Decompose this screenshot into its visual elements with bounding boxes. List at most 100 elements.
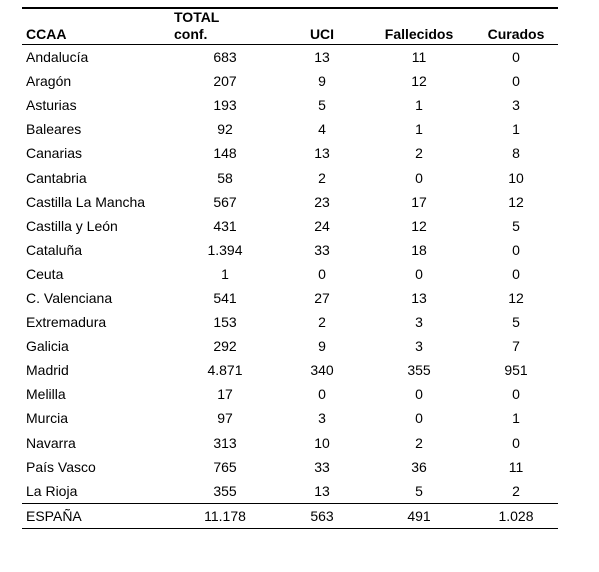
cell-confirmed: 148 (213, 145, 237, 162)
cell-region: Murcia (26, 410, 69, 427)
table-row: Madrid 4.871 340 355 951 (22, 358, 558, 382)
cell-confirmed: 683 (213, 49, 237, 66)
cell-fallecidos: 3 (415, 314, 423, 331)
cell-region: Castilla y León (26, 217, 118, 234)
cell-fallecidos: 17 (411, 193, 427, 210)
cell-curados: 11 (508, 458, 524, 475)
cell-curados: 5 (512, 314, 520, 331)
cell-uci: 33 (314, 458, 330, 475)
table-row: Aragón 207 9 12 0 (22, 69, 558, 93)
cell-confirmed: 207 (213, 73, 237, 90)
cell-curados: 0 (512, 241, 520, 258)
cell-fallecidos: 13 (411, 289, 427, 306)
cell-curados: 12 (508, 193, 524, 210)
cell-confirmed: 431 (213, 217, 237, 234)
cell-curados: 0 (512, 73, 520, 90)
table-footer: ESPAÑA 11.178 563 491 1.028 (22, 502, 558, 529)
cell-uci: 4 (318, 121, 326, 138)
cell-confirmed: 541 (213, 289, 237, 306)
cell-region: Extremadura (26, 314, 107, 331)
table-row: Castilla La Mancha 567 23 17 12 (22, 190, 558, 214)
cell-confirmed: 1 (221, 265, 229, 282)
cell-curados: 0 (512, 49, 520, 66)
cell-region: Melilla (26, 386, 66, 403)
cell-curados: 951 (504, 362, 528, 379)
table-row: Baleares 92 4 1 1 (22, 117, 558, 141)
cell-uci: 2 (318, 314, 326, 331)
cell-fallecidos: 0 (415, 386, 423, 403)
header-curados: Curados (474, 8, 558, 45)
table-body: Andalucía 683 13 11 0 Aragón 207 9 12 0 Asturias 19… (22, 45, 558, 504)
table-row: Andalucía 683 13 11 0 (22, 45, 558, 70)
cell-curados: 12 (508, 289, 524, 306)
cell-region: Cataluña (26, 241, 83, 258)
table-row: País Vasco 765 33 36 11 (22, 455, 558, 479)
header-total-line2: conf. (174, 26, 208, 42)
total-fallecidos: 491 (364, 502, 474, 529)
cell-curados: 7 (512, 338, 520, 355)
cell-confirmed: 92 (217, 121, 233, 138)
cell-curados: 1 (512, 410, 520, 427)
total-region: ESPAÑA (22, 502, 170, 529)
total-confirmed: 11.178 (170, 502, 280, 529)
cell-fallecidos: 18 (411, 241, 427, 258)
cell-fallecidos: 5 (415, 482, 423, 499)
cell-fallecidos: 11 (411, 49, 427, 66)
cell-confirmed: 567 (213, 193, 237, 210)
cell-uci: 23 (314, 193, 330, 210)
cell-uci: 27 (314, 289, 330, 306)
cell-curados: 0 (512, 386, 520, 403)
cell-curados: 5 (512, 217, 520, 234)
cell-region: Baleares (26, 121, 82, 138)
cell-confirmed: 97 (217, 410, 233, 427)
cell-uci: 13 (314, 49, 330, 66)
cell-region: Madrid (26, 362, 69, 379)
cell-confirmed: 313 (213, 434, 237, 451)
cell-uci: 0 (318, 386, 326, 403)
table-row: Melilla 17 0 0 0 (22, 382, 558, 406)
cell-fallecidos: 2 (415, 434, 423, 451)
table-row: Murcia 97 3 0 1 (22, 406, 558, 430)
cell-uci: 9 (318, 73, 326, 90)
cell-uci: 2 (318, 169, 326, 186)
top-rule (22, 7, 558, 9)
cell-fallecidos: 36 (411, 458, 427, 475)
cell-confirmed: 4.871 (207, 362, 243, 379)
cell-confirmed: 292 (213, 338, 237, 355)
cell-fallecidos: 355 (407, 362, 431, 379)
total-uci: 563 (280, 502, 364, 529)
cell-fallecidos: 1 (415, 121, 423, 138)
header-fallecidos: Fallecidos (364, 8, 474, 45)
total-row: ESPAÑA 11.178 563 491 1.028 (22, 502, 558, 529)
cell-fallecidos: 12 (411, 217, 427, 234)
cell-curados: 0 (512, 434, 520, 451)
cell-fallecidos: 0 (415, 410, 423, 427)
header-uci: UCI (280, 8, 364, 45)
cell-region: Aragón (26, 73, 72, 90)
cell-region: País Vasco (26, 458, 96, 475)
cell-curados: 3 (512, 97, 520, 114)
cell-region: Galicia (26, 338, 69, 355)
cell-confirmed: 58 (217, 169, 233, 186)
cell-region: Castilla La Mancha (26, 193, 146, 210)
cell-uci: 3 (318, 410, 326, 427)
ccaa-data-table: CCAA TOTAL conf. UCI Fallecidos Curados … (22, 7, 558, 529)
cell-region: Asturias (26, 97, 77, 114)
cell-fallecidos: 0 (415, 169, 423, 186)
table-row: Asturias 193 5 1 3 (22, 93, 558, 117)
cell-confirmed: 355 (213, 482, 237, 499)
cell-uci: 13 (314, 482, 330, 499)
cell-uci: 0 (318, 265, 326, 282)
cell-fallecidos: 2 (415, 145, 423, 162)
table-row: Cantabria 58 2 0 10 (22, 165, 558, 189)
cell-uci: 24 (314, 217, 330, 234)
header-total-conf: TOTAL conf. (170, 8, 280, 45)
cell-confirmed: 1.394 (207, 241, 243, 258)
cell-confirmed: 153 (213, 314, 237, 331)
cell-curados: 0 (512, 265, 520, 282)
cell-region: Cantabria (26, 169, 87, 186)
table-row: C. Valenciana 541 27 13 12 (22, 286, 558, 310)
table-row: Canarias 148 13 2 8 (22, 141, 558, 165)
table-row: Castilla y León 431 24 12 5 (22, 214, 558, 238)
table-row: La Rioja 355 13 5 2 (22, 479, 558, 504)
